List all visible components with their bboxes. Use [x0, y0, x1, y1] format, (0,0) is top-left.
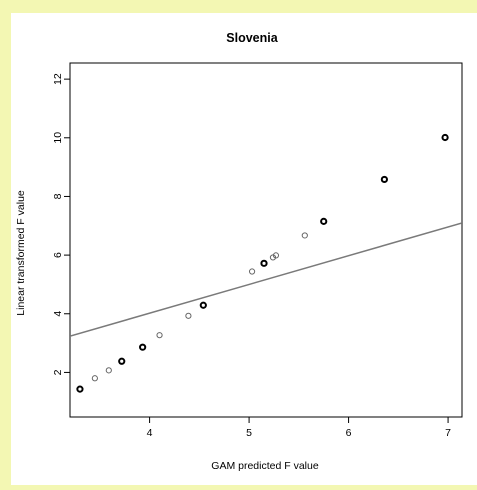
- light-data-point: [91, 375, 98, 382]
- y-tick-label: 6: [52, 252, 64, 258]
- plot-frame: [69, 62, 463, 418]
- bold-data-point: [441, 133, 449, 142]
- y-axis-label: Linear transformed F value: [15, 190, 27, 316]
- x-axis-label: GAM predicted F value: [211, 460, 319, 472]
- bold-data-point: [380, 175, 388, 184]
- bold-data-point: [260, 259, 268, 267]
- x-tick-label: 5: [246, 427, 252, 439]
- scatter-chart: Slovenia GAM predicted F value Linear tr…: [15, 31, 463, 472]
- plot-area: 4 5 6 7 2 4 6 8 10 12: [52, 62, 463, 439]
- bold-data-point: [76, 385, 84, 393]
- y-tick-label: 8: [52, 193, 64, 199]
- x-tick-label: 7: [445, 427, 451, 439]
- x-tick-label: 4: [147, 427, 153, 439]
- y-tick-label: 2: [52, 369, 64, 375]
- y-tick-label: 10: [52, 132, 64, 144]
- light-data-point: [301, 232, 308, 239]
- chart-title: Slovenia: [226, 31, 278, 45]
- light-data-point: [272, 252, 280, 259]
- bold-data-point: [320, 217, 328, 225]
- x-tick-label: 6: [346, 427, 352, 439]
- light-data-point: [185, 312, 192, 319]
- light-data-point: [156, 332, 163, 339]
- chart-panel: Slovenia GAM predicted F value Linear tr…: [11, 13, 477, 485]
- bold-data-point: [139, 343, 147, 351]
- y-tick-label: 12: [52, 73, 64, 85]
- y-tick-label: 4: [52, 311, 64, 317]
- bold-data-point: [118, 357, 126, 365]
- light-data-point: [105, 367, 112, 374]
- bold-data-point: [199, 301, 207, 309]
- light-data-point: [248, 268, 256, 275]
- reference-line: [70, 222, 462, 337]
